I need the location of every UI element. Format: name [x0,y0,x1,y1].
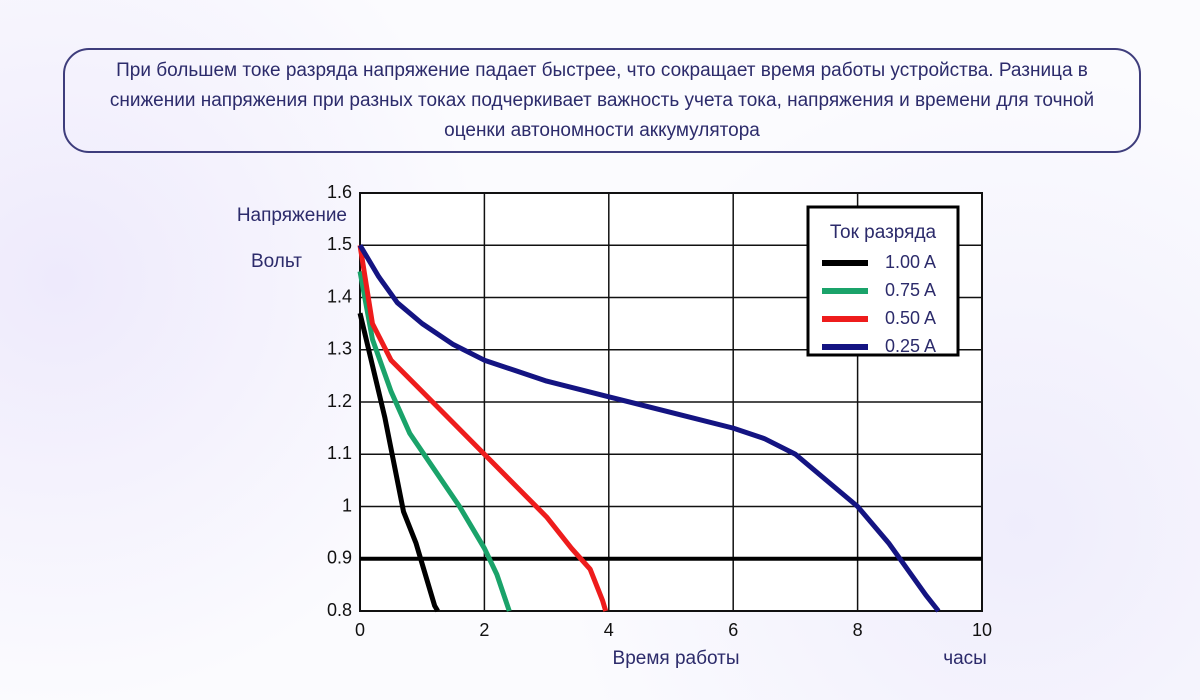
legend-label: 0.75 A [885,280,936,300]
x-tick-label: 4 [604,620,614,640]
legend-label: 0.25 A [885,336,936,356]
y-tick-label: 1.1 [327,443,352,463]
plot-border [359,192,983,612]
y-tick-label: 1.6 [327,182,352,202]
y-tick-label: 1.4 [327,286,352,306]
x-tick-label: 10 [972,620,992,640]
x-unit: часы [943,648,987,669]
legend-title: Ток разряда [830,222,937,243]
x-tick-label: 2 [479,620,489,640]
callout: При большем токе разряда напряжение пада… [63,48,1141,153]
legend-box [806,205,960,357]
series-line [357,244,609,612]
y-tick-label: 1.2 [327,391,352,411]
y-tick-label: 1.3 [327,339,352,359]
series-line [357,243,941,613]
y-tick-label: 0.9 [327,548,352,568]
y-tick-label: 0.8 [327,600,352,620]
x-label: Время работы [613,648,740,669]
x-tick-label: 8 [853,620,863,640]
series-line [357,270,512,612]
y-tick-label: 1 [342,495,352,515]
legend-label: 0.50 A [885,308,936,328]
y-unit: Вольт [251,251,302,272]
y-tick-label: 1.5 [327,234,352,254]
y-label: Напряжение [237,205,347,226]
series-line [357,312,440,613]
x-tick-label: 6 [728,620,738,640]
x-tick-label: 0 [355,620,365,640]
legend-label: 1.00 A [885,252,936,272]
